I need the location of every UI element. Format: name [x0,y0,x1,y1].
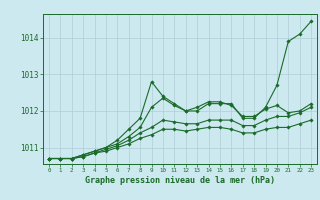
X-axis label: Graphe pression niveau de la mer (hPa): Graphe pression niveau de la mer (hPa) [85,176,275,185]
